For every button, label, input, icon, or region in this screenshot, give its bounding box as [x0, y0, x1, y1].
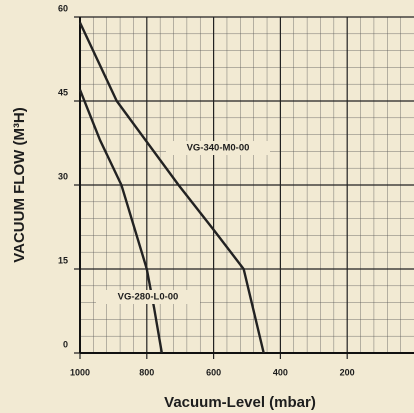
y-tick-label: 60 [58, 3, 68, 13]
y-tick-label: 0 [63, 339, 68, 349]
x-tick-label: 400 [273, 367, 288, 377]
series-label: VG-280-L0-00 [118, 292, 179, 303]
y-tick-label: 30 [58, 171, 68, 181]
y-tick-label: 45 [58, 87, 68, 97]
y-tick-label: 15 [58, 255, 68, 265]
line [78, 22, 265, 354]
series-label: VG-340-M0-00 [187, 143, 250, 154]
x-tick-label: 600 [206, 367, 221, 377]
label-bg [96, 290, 200, 304]
x-tick-label: 800 [139, 367, 154, 377]
x-axis-label: Vacuum-Level (mbar) [164, 394, 316, 411]
y-axis-label: VACUUM FLOW (M³H) [11, 107, 28, 263]
x-tick-label: 1000 [70, 367, 90, 377]
line [78, 89, 164, 354]
x-tick-label: 200 [340, 367, 355, 377]
label-bg [166, 141, 270, 155]
